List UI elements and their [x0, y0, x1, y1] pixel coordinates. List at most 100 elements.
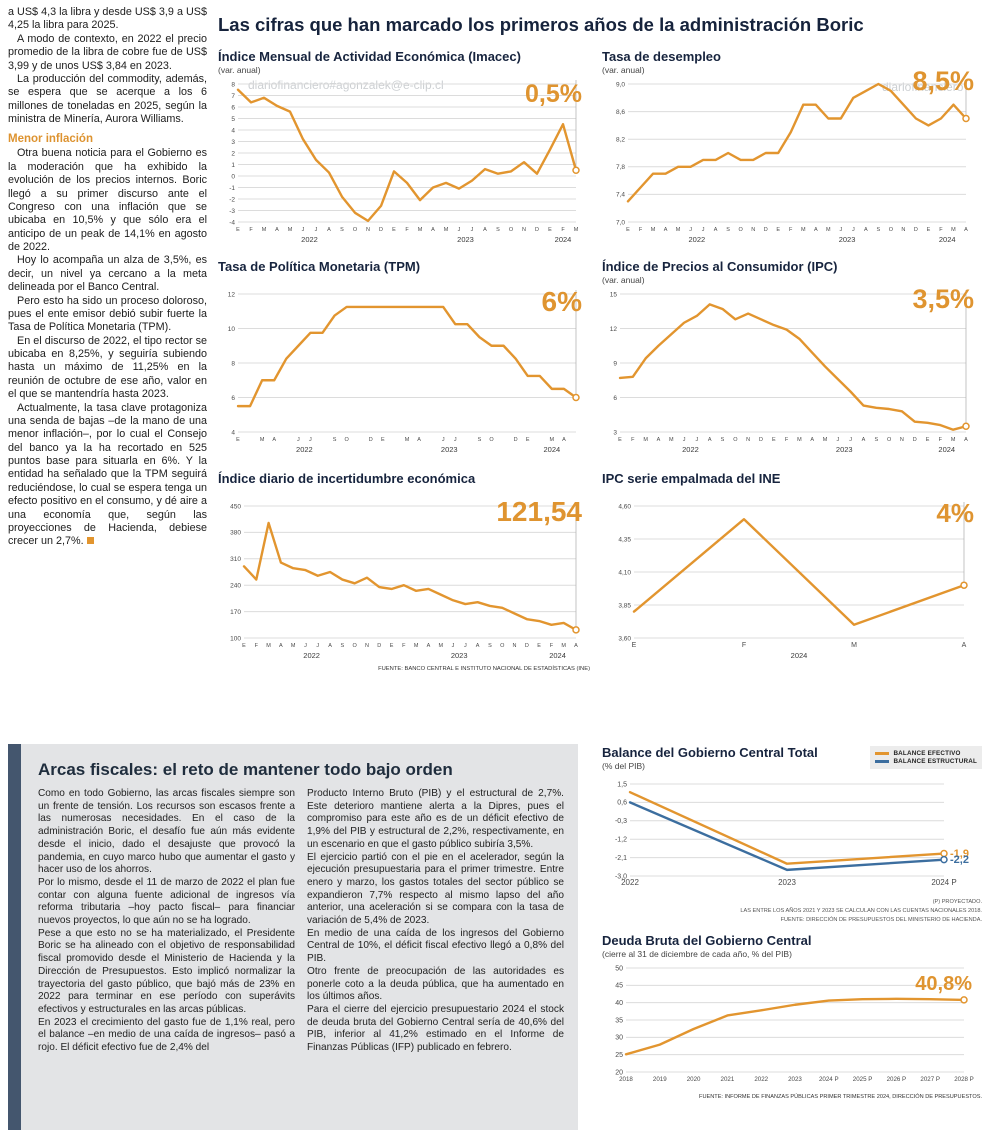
- svg-text:A: A: [275, 227, 279, 233]
- svg-text:4,35: 4,35: [618, 537, 631, 544]
- svg-text:2022: 2022: [301, 235, 318, 244]
- svg-text:A: A: [814, 227, 818, 233]
- paragraph: A modo de contexto, en 2022 el precio pr…: [8, 32, 207, 72]
- svg-text:M: M: [561, 643, 566, 649]
- svg-text:2023: 2023: [441, 445, 458, 454]
- svg-text:F: F: [939, 227, 943, 233]
- svg-text:D: D: [525, 643, 529, 649]
- svg-text:450: 450: [230, 504, 241, 511]
- svg-text:A: A: [417, 437, 421, 443]
- legend-label: BALANCE EFECTIVO: [893, 750, 961, 757]
- svg-text:O: O: [345, 437, 350, 443]
- chart-title: Tasa de Política Monetaria (TPM): [218, 259, 421, 274]
- paragraph: Actualmente, la tasa clave protagoniza u…: [8, 402, 207, 549]
- svg-text:A: A: [714, 227, 718, 233]
- svg-text:M: M: [826, 227, 831, 233]
- section-title: Arcas fiscales: el reto de mantener todo…: [38, 760, 453, 779]
- svg-text:8: 8: [231, 361, 235, 368]
- svg-text:F: F: [785, 437, 789, 443]
- svg-text:J: J: [689, 227, 692, 233]
- svg-text:D: D: [764, 227, 768, 233]
- svg-text:M: M: [291, 643, 296, 649]
- section-accent-bar: [8, 744, 21, 1130]
- svg-text:6: 6: [231, 395, 235, 402]
- svg-text:J: J: [315, 227, 318, 233]
- chart-ipc-ine: IPC serie empalmada del INE 4% 4,60 4,35 4…: [602, 471, 982, 665]
- chart-deuda: Deuda Bruta del Gobierno Central (cierre…: [602, 933, 982, 1101]
- svg-text:9,0: 9,0: [616, 82, 625, 89]
- svg-text:2019: 2019: [653, 1076, 667, 1083]
- paragraph: a US$ 4,3 la libra y desde US$ 3,9 a US$…: [8, 6, 207, 32]
- watermark: diariofinanciero: [882, 80, 964, 94]
- svg-text:N: N: [366, 227, 370, 233]
- paragraph: En el discurso de 2022, el tipo rector s…: [8, 334, 207, 401]
- ipc-ine-chart-svg: 4,60 4,35 4,10 3,85 3,60E F M A 2024: [618, 502, 968, 660]
- svg-text:7,8: 7,8: [616, 164, 625, 171]
- svg-text:N: N: [746, 437, 750, 443]
- source-note: FUENTE: INFORME DE FINANZAS PÚBLICAS PRI…: [699, 1094, 982, 1101]
- svg-text:310: 310: [230, 556, 241, 563]
- svg-text:-4: -4: [229, 220, 235, 227]
- svg-text:M: M: [260, 437, 265, 443]
- svg-text:E: E: [626, 227, 630, 233]
- svg-text:8,6: 8,6: [616, 109, 625, 116]
- paragraph: En 2023 el crecimiento del gasto fue de …: [38, 1016, 295, 1054]
- svg-text:2027 P: 2027 P: [920, 1076, 940, 1083]
- svg-text:2023: 2023: [788, 1076, 802, 1083]
- svg-text:E: E: [632, 642, 637, 649]
- svg-text:M: M: [438, 643, 443, 649]
- desempleo-chart-svg: 9,08,68,27,87,47,0E F M A M J J A S O N D E F M A M J J A S O…: [616, 80, 970, 244]
- svg-text:4,60: 4,60: [618, 504, 631, 511]
- svg-text:1: 1: [231, 162, 235, 169]
- svg-text:F: F: [561, 227, 565, 233]
- svg-text:O: O: [353, 227, 358, 233]
- svg-text:N: N: [513, 643, 517, 649]
- svg-text:A: A: [483, 227, 487, 233]
- svg-text:2: 2: [231, 151, 235, 158]
- chart-subtitle: (var. anual): [602, 65, 645, 76]
- svg-text:A: A: [427, 643, 431, 649]
- svg-text:2020: 2020: [687, 1076, 701, 1083]
- svg-text:J: J: [458, 227, 461, 233]
- svg-text:E: E: [618, 437, 622, 443]
- legend-label: BALANCE ESTRUCTURAL: [893, 758, 977, 765]
- big-value: 3,5%: [912, 284, 974, 314]
- svg-text:E: E: [390, 643, 394, 649]
- svg-text:2025 P: 2025 P: [853, 1076, 873, 1083]
- svg-text:A: A: [328, 643, 332, 649]
- paragraph: Como en todo Gobierno, las arcas fiscale…: [38, 788, 295, 876]
- svg-text:E: E: [236, 437, 240, 443]
- svg-text:M: M: [550, 437, 555, 443]
- paragraph-text: Actualmente, la tasa clave protagoniza u…: [8, 401, 207, 548]
- svg-text:S: S: [333, 437, 337, 443]
- svg-text:1,5: 1,5: [617, 782, 627, 789]
- footnote: FUENTE: DIRECCIÓN DE PRESUPUESTOS DEL MI…: [780, 917, 982, 924]
- svg-text:2024: 2024: [555, 235, 572, 244]
- svg-text:170: 170: [230, 609, 241, 616]
- svg-text:E: E: [926, 437, 930, 443]
- svg-text:7: 7: [231, 93, 235, 100]
- svg-text:-1,9: -1,9: [950, 848, 969, 860]
- svg-text:2024 P: 2024 P: [819, 1076, 839, 1083]
- svg-text:A: A: [431, 227, 435, 233]
- svg-text:2024: 2024: [938, 445, 955, 454]
- chart-title: IPC serie empalmada del INE: [602, 471, 781, 486]
- svg-text:A: A: [272, 437, 276, 443]
- chart-title: Índice de Precios al Consumidor (IPC): [602, 259, 838, 274]
- svg-text:2022: 2022: [754, 1076, 768, 1083]
- svg-text:O: O: [353, 643, 358, 649]
- svg-text:240: 240: [230, 583, 241, 590]
- svg-text:S: S: [874, 437, 878, 443]
- svg-text:S: S: [721, 437, 725, 443]
- svg-text:N: N: [365, 643, 369, 649]
- chart-title: Índice diario de incertidumbre económica: [218, 471, 476, 486]
- legend-item-efectivo: BALANCE EFECTIVO: [875, 750, 977, 757]
- svg-text:M: M: [676, 227, 681, 233]
- svg-text:F: F: [789, 227, 793, 233]
- fiscal-columns: Como en todo Gobierno, las arcas fiscale…: [8, 788, 578, 1055]
- svg-text:S: S: [496, 227, 500, 233]
- svg-text:N: N: [900, 437, 904, 443]
- svg-text:J: J: [849, 437, 852, 443]
